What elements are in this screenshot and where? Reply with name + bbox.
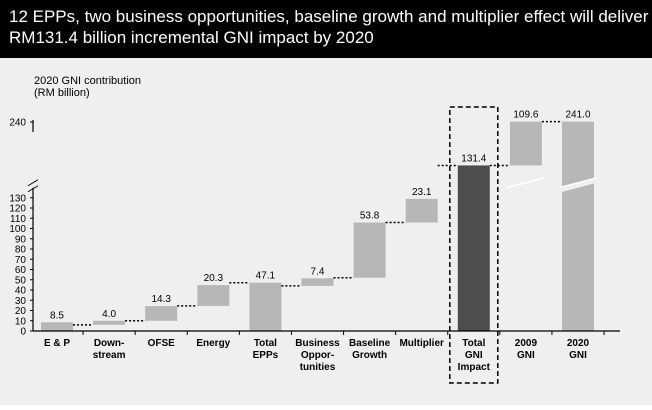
x-tick-label: E & P bbox=[44, 338, 70, 349]
x-tick-label: Multiplier bbox=[399, 338, 444, 349]
data-label: 7.4 bbox=[311, 266, 325, 277]
data-label: 53.8 bbox=[360, 211, 380, 222]
highlight-box bbox=[449, 106, 499, 384]
bar bbox=[301, 278, 334, 286]
x-tick-label: Growth bbox=[352, 350, 387, 361]
x-tick-label: GNI bbox=[517, 350, 535, 361]
y-tick-label: 30 bbox=[15, 296, 27, 307]
y-tick-label: 70 bbox=[15, 255, 27, 266]
data-label: 4.0 bbox=[102, 309, 116, 320]
y-tick-label: 40 bbox=[15, 286, 27, 297]
waterfall-chart: 2020 GNI contribution (RM billion) 8.5 E … bbox=[9, 75, 620, 384]
x-tick-label: 2009 bbox=[515, 338, 538, 349]
title-line-2: RM131.4 billion incremental GNI impact b… bbox=[9, 28, 374, 47]
x-tick-label: GNI bbox=[465, 350, 483, 361]
data-label: 241.0 bbox=[565, 110, 590, 121]
y-tick-label: 120 bbox=[9, 204, 26, 215]
x-tick-label: Down- bbox=[94, 338, 125, 349]
data-label: 14.3 bbox=[151, 294, 171, 305]
chart-area: 2020 GNI contribution (RM billion) 8.5 E … bbox=[0, 58, 652, 405]
y-tick-label: 110 bbox=[10, 214, 26, 225]
bar-break-line bbox=[506, 177, 546, 189]
bar bbox=[249, 282, 282, 331]
x-tick-label: stream bbox=[93, 350, 126, 361]
bar bbox=[145, 306, 178, 321]
data-label: 131.4 bbox=[461, 153, 486, 164]
bar bbox=[509, 121, 542, 166]
bar-break-line bbox=[558, 177, 598, 189]
y-tick-label: 10 bbox=[15, 316, 27, 327]
bar bbox=[197, 285, 230, 306]
bar bbox=[405, 198, 438, 223]
y-tick-label: 80 bbox=[15, 245, 27, 256]
axis-break-mark bbox=[27, 179, 39, 187]
x-tick-label: tunities bbox=[300, 362, 336, 373]
x-tick-label: 2020 bbox=[567, 338, 590, 349]
x-tick-label: Total bbox=[462, 338, 485, 349]
axis-break-mark bbox=[27, 185, 39, 193]
bar bbox=[562, 121, 594, 331]
y-tick-label: 60 bbox=[15, 265, 27, 276]
y-tick-label: 20 bbox=[15, 306, 27, 317]
y-tick-label: 240 bbox=[9, 118, 26, 129]
y-tick-label: 50 bbox=[15, 275, 27, 286]
y-axis-title-line-2: (RM billion) bbox=[34, 87, 90, 99]
data-label: 8.5 bbox=[50, 310, 64, 321]
data-label: 20.3 bbox=[204, 273, 224, 284]
x-tick-label: OFSE bbox=[148, 338, 176, 349]
x-tick-label: GNI bbox=[569, 350, 587, 361]
data-label: 23.1 bbox=[412, 187, 432, 198]
x-tick-label: Energy bbox=[196, 338, 230, 349]
bar-break-mark bbox=[559, 177, 597, 193]
data-label: 47.1 bbox=[256, 271, 276, 282]
bar bbox=[41, 322, 73, 331]
y-tick-label: 90 bbox=[15, 234, 27, 245]
bar bbox=[353, 222, 386, 278]
x-tick-label: Oppor- bbox=[301, 350, 334, 361]
x-tick-label: Total bbox=[254, 338, 277, 349]
y-tick-label: 100 bbox=[9, 224, 26, 235]
bar-break-mark bbox=[506, 177, 545, 193]
x-tick-label: Business bbox=[295, 338, 340, 349]
bar bbox=[93, 320, 126, 325]
x-tick-label: Impact bbox=[458, 362, 491, 373]
title-bar: 12 EPPs, two business opportunities, bas… bbox=[0, 0, 652, 58]
y-tick-label: 0 bbox=[20, 327, 26, 338]
title-line-1: 12 EPPs, two business opportunities, bas… bbox=[9, 7, 649, 26]
bar bbox=[457, 165, 490, 331]
data-label: 109.6 bbox=[513, 110, 538, 121]
x-tick-label: EPPs bbox=[253, 350, 279, 361]
y-axis-title-line-1: 2020 GNI contribution bbox=[34, 75, 141, 87]
y-tick-label: 130 bbox=[9, 193, 26, 204]
x-tick-label: Baseline bbox=[349, 338, 391, 349]
